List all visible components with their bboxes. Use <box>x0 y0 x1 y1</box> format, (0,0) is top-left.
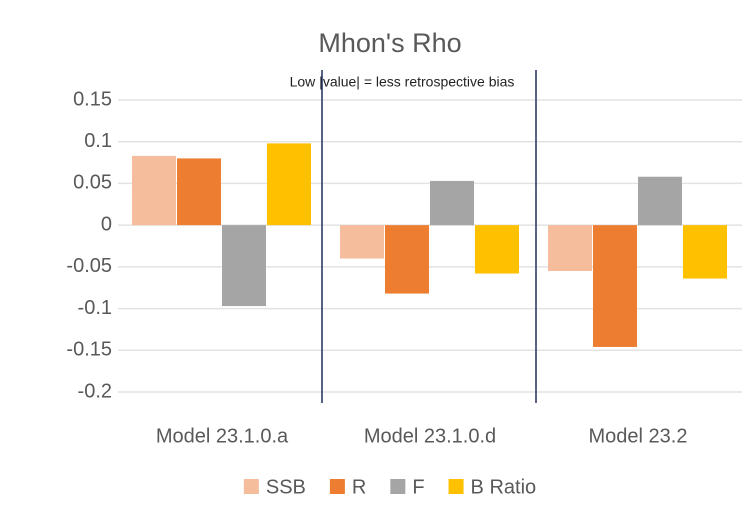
chart-title: Mhon's Rho <box>318 28 461 58</box>
legend-item: R <box>329 476 366 498</box>
legend-label: B Ratio <box>471 476 537 498</box>
legend-swatch <box>243 479 259 494</box>
legend-label: F <box>412 476 424 498</box>
y-tick-label: -0.05 <box>66 255 112 277</box>
legend-label: SSB <box>266 476 306 498</box>
bar <box>638 176 682 226</box>
legend-label: R <box>352 476 366 498</box>
legend-swatch <box>390 479 406 494</box>
bar <box>340 225 384 259</box>
x-tick-label: Model 23.1.0.d <box>364 425 496 447</box>
plot-area: 0.15 0.1 0.05 0 -0.05 -0.1 -0.15 -0.2 Model 23.1… <box>66 88 742 498</box>
bar <box>475 225 519 274</box>
x-tick-label: Model 23.2 <box>589 425 688 447</box>
annotation: Low |value| = less retrospective bias <box>290 74 515 90</box>
legend-item: F <box>390 476 425 498</box>
bar <box>548 225 592 272</box>
bar <box>683 225 727 279</box>
legend-swatch <box>448 479 464 494</box>
bar <box>430 180 474 226</box>
y-tick-label: 0 <box>101 213 112 235</box>
legend-item: SSB <box>243 476 306 498</box>
y-tick-label: -0.15 <box>66 339 112 361</box>
y-tick-label: 0.05 <box>73 172 112 194</box>
x-tick-label: Model 23.1.0.a <box>156 425 289 447</box>
y-tick-label: 0.1 <box>84 130 112 152</box>
y-tick-label: 0.15 <box>73 88 112 110</box>
legend-item: B Ratio <box>448 476 537 498</box>
bar <box>132 155 176 226</box>
bar <box>222 225 266 307</box>
legend-swatch <box>329 479 345 494</box>
bar <box>177 158 221 226</box>
bar <box>385 225 429 294</box>
y-tick-label: -0.1 <box>78 297 112 319</box>
y-tick-label: -0.2 <box>78 380 112 402</box>
legend: SSB R F B Ratio <box>243 476 537 498</box>
bar <box>593 225 637 347</box>
bar <box>267 143 311 226</box>
